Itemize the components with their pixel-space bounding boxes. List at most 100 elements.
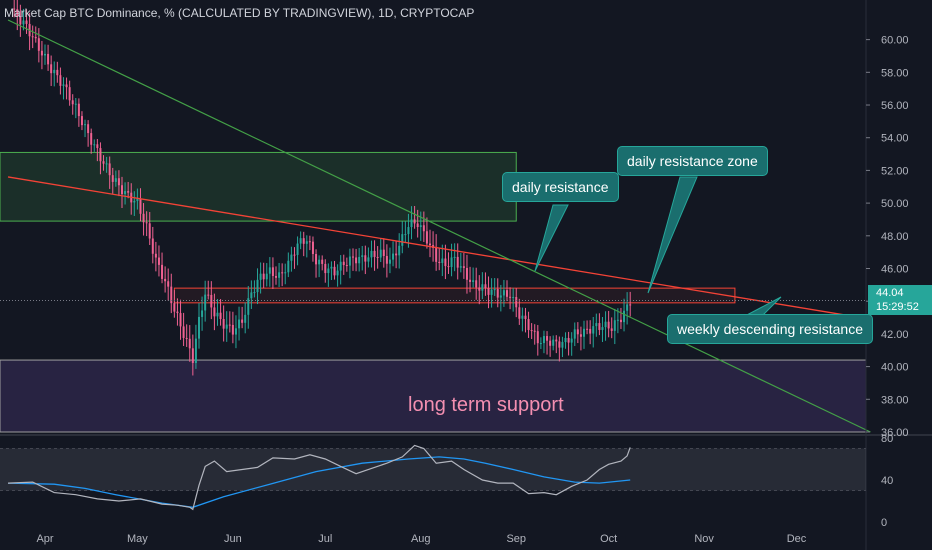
- candle-body: [108, 163, 111, 176]
- price-tick-label: 58.00: [881, 67, 909, 79]
- candle-body: [80, 116, 83, 126]
- candle-body: [315, 254, 318, 265]
- candle-body: [490, 289, 493, 295]
- candle-body: [416, 223, 419, 228]
- candle-body: [142, 213, 145, 223]
- candle-body: [364, 255, 367, 262]
- rsi-band: [0, 448, 866, 491]
- candle-body: [284, 272, 287, 274]
- candle-body: [164, 278, 167, 282]
- candle-body: [210, 294, 213, 308]
- candle-body: [90, 133, 93, 145]
- price-axis-panel: [866, 0, 932, 550]
- candle-body: [429, 243, 431, 246]
- candle-body: [447, 266, 450, 268]
- candle-body: [185, 337, 188, 339]
- candle-body: [222, 318, 225, 329]
- candle-body: [308, 241, 311, 243]
- candle-body: [379, 249, 382, 258]
- candle-body: [561, 342, 564, 348]
- candle-body: [472, 280, 475, 282]
- candle-body: [139, 198, 142, 214]
- candle-body: [299, 238, 302, 244]
- candle-body: [601, 327, 604, 330]
- candle-body: [293, 254, 296, 256]
- candle-body: [127, 191, 130, 193]
- candle-body: [435, 248, 438, 262]
- time-tick-label: May: [127, 533, 148, 545]
- callout-daily-resistance[interactable]: daily resistance: [502, 172, 619, 202]
- candle-body: [265, 273, 268, 280]
- candle-body: [536, 331, 539, 344]
- price-tick-label: 50.00: [881, 198, 909, 210]
- candle-body: [50, 64, 53, 74]
- candle-body: [367, 257, 370, 262]
- candle-body: [182, 326, 185, 338]
- candle-body: [352, 256, 354, 258]
- candle-body: [77, 103, 80, 117]
- candle-body: [161, 264, 164, 279]
- candle-body: [530, 330, 533, 332]
- price-tick-label: 52.00: [881, 165, 909, 177]
- weekly-descending-resistance-line: [7, 176, 871, 320]
- candle-body: [607, 321, 610, 329]
- candle-body: [552, 339, 555, 346]
- rsi-ma-line: [7, 456, 631, 508]
- candle-body: [117, 178, 120, 186]
- candle-body: [539, 343, 542, 345]
- candle-body: [376, 256, 379, 258]
- candle-body: [311, 241, 314, 255]
- time-tick-label: Jul: [318, 533, 332, 545]
- candle-body: [549, 340, 552, 346]
- candle-body: [564, 337, 567, 343]
- candle-body: [576, 329, 579, 335]
- candle-body: [87, 124, 90, 134]
- candle-body: [59, 75, 62, 86]
- candle-body: [410, 219, 413, 228]
- candle-body: [71, 100, 74, 105]
- callout-weekly-descending-resistance[interactable]: weekly descending resistance: [667, 314, 873, 344]
- candle-body: [31, 36, 34, 38]
- candle-body: [592, 326, 595, 334]
- candle-body: [475, 280, 478, 288]
- candle-body: [613, 320, 616, 331]
- candle-body: [262, 273, 265, 280]
- candle-body: [595, 323, 598, 327]
- callout-daily-resistance-zone[interactable]: daily resistance zone: [617, 146, 768, 176]
- rsi-tick-label: 40: [881, 475, 893, 487]
- candle-body: [619, 319, 622, 323]
- candle-body: [216, 312, 219, 317]
- candle-body: [22, 20, 25, 25]
- candle-body: [441, 258, 444, 263]
- candle-body: [111, 175, 114, 182]
- candle-body: [373, 250, 376, 257]
- candle-body: [151, 238, 154, 254]
- candle-body: [348, 256, 351, 266]
- candle-body: [407, 227, 410, 235]
- candle-body: [16, 9, 19, 17]
- candle-body: [567, 337, 570, 343]
- candle-body: [74, 103, 77, 105]
- price-tick-label: 42.00: [881, 329, 909, 341]
- candle-body: [558, 341, 561, 348]
- candle-body: [114, 178, 117, 182]
- candle-body: [213, 307, 216, 317]
- candle-body: [456, 256, 459, 268]
- time-tick-label: Oct: [600, 533, 617, 545]
- candle-body: [188, 338, 191, 349]
- candle-body: [395, 253, 398, 256]
- candle-body: [173, 303, 176, 312]
- candle-body: [629, 304, 632, 306]
- candle-body: [425, 231, 428, 244]
- candle-body: [93, 144, 96, 146]
- candle-body: [509, 296, 512, 298]
- candle-body: [586, 328, 589, 330]
- candle-body: [370, 250, 373, 258]
- candle-body: [533, 330, 536, 332]
- candle-body: [521, 315, 524, 319]
- candle-body: [124, 191, 127, 195]
- candle-body: [179, 313, 182, 327]
- candle-body: [481, 284, 484, 291]
- resistance-zone-upper: [0, 151, 517, 222]
